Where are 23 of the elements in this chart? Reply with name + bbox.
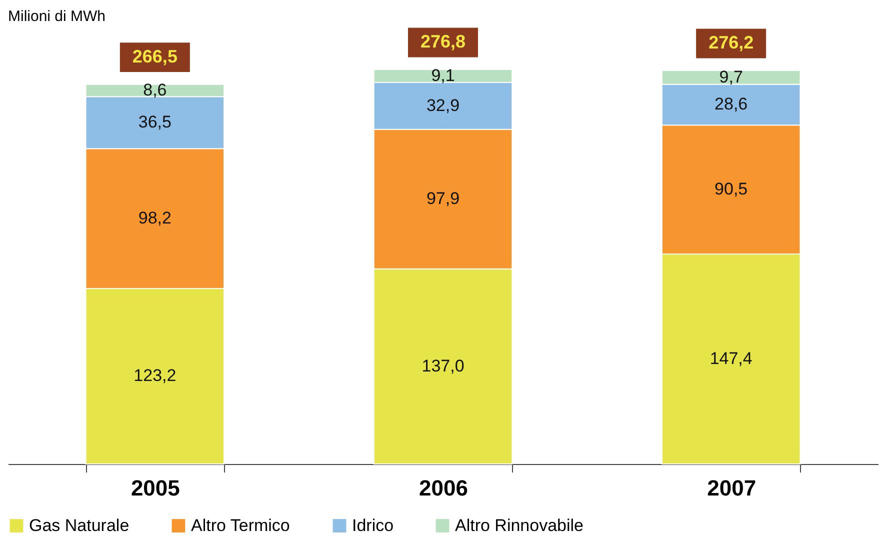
data-label: 8,6 [143,80,167,100]
total-label: 276,8 [420,32,466,52]
data-label: 90,5 [714,180,748,199]
x-tick-label: 2005 [130,476,180,500]
y-axis-title: Milioni di MWh [8,8,106,25]
data-label: 98,2 [138,208,172,228]
x-tick-label: 2007 [707,476,756,500]
legend-label: Altro Rinnovabile [455,516,584,535]
data-label: 36,5 [138,112,172,132]
x-tick-label: 2006 [419,476,468,500]
legend-label: Gas Naturale [29,516,130,535]
legend-label: Idrico [352,516,394,535]
data-label: 147,4 [710,349,752,368]
data-label: 9,1 [431,66,455,85]
data-label: 137,0 [422,356,464,376]
data-label: 123,2 [134,366,176,386]
legend-label: Altro Termico [191,516,290,535]
data-label: 97,9 [426,189,460,208]
total-label: 266,5 [132,46,178,66]
data-label: 9,7 [719,67,743,86]
total-label: 276,2 [708,32,754,52]
data-label: 28,6 [714,94,748,114]
data-label: 32,9 [426,96,460,115]
